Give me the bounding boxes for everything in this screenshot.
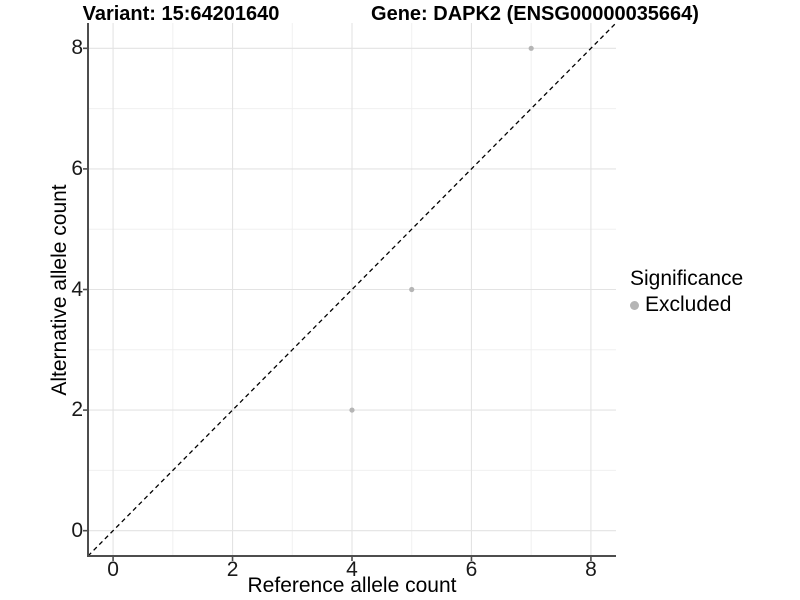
- data-point: [349, 407, 355, 413]
- x-tick-label: 4: [346, 558, 358, 581]
- y-axis-title: Alternative allele count: [48, 184, 71, 396]
- data-point: [528, 45, 534, 51]
- legend-entry-excluded: Excluded: [630, 293, 743, 317]
- plot-title-variant: Variant: 15:64201640: [82, 3, 280, 25]
- y-tick-label: 8: [71, 36, 83, 60]
- x-tick-label: 2: [226, 558, 239, 581]
- y-tick-label: 6: [71, 156, 83, 180]
- identity-dashed-line: [87, 22, 617, 557]
- y-tick-label: 0: [71, 518, 83, 542]
- x-tick-label: 8: [585, 558, 597, 581]
- y-tick-label: 4: [71, 277, 83, 301]
- y-tick-label: 2: [71, 398, 83, 422]
- legend-entry-label: Excluded: [645, 293, 732, 316]
- legend: Significance Excluded: [630, 267, 743, 317]
- data-point: [409, 286, 415, 293]
- x-tick-label: 6: [465, 558, 478, 581]
- legend-title: Significance: [630, 267, 744, 290]
- legend-key-dot-icon: [630, 300, 639, 310]
- x-tick-label: 0: [107, 558, 119, 581]
- plot-title-gene: Gene: DAPK2 (ENSG00000035664): [371, 3, 699, 25]
- x-axis-title: Reference allele count: [247, 574, 457, 597]
